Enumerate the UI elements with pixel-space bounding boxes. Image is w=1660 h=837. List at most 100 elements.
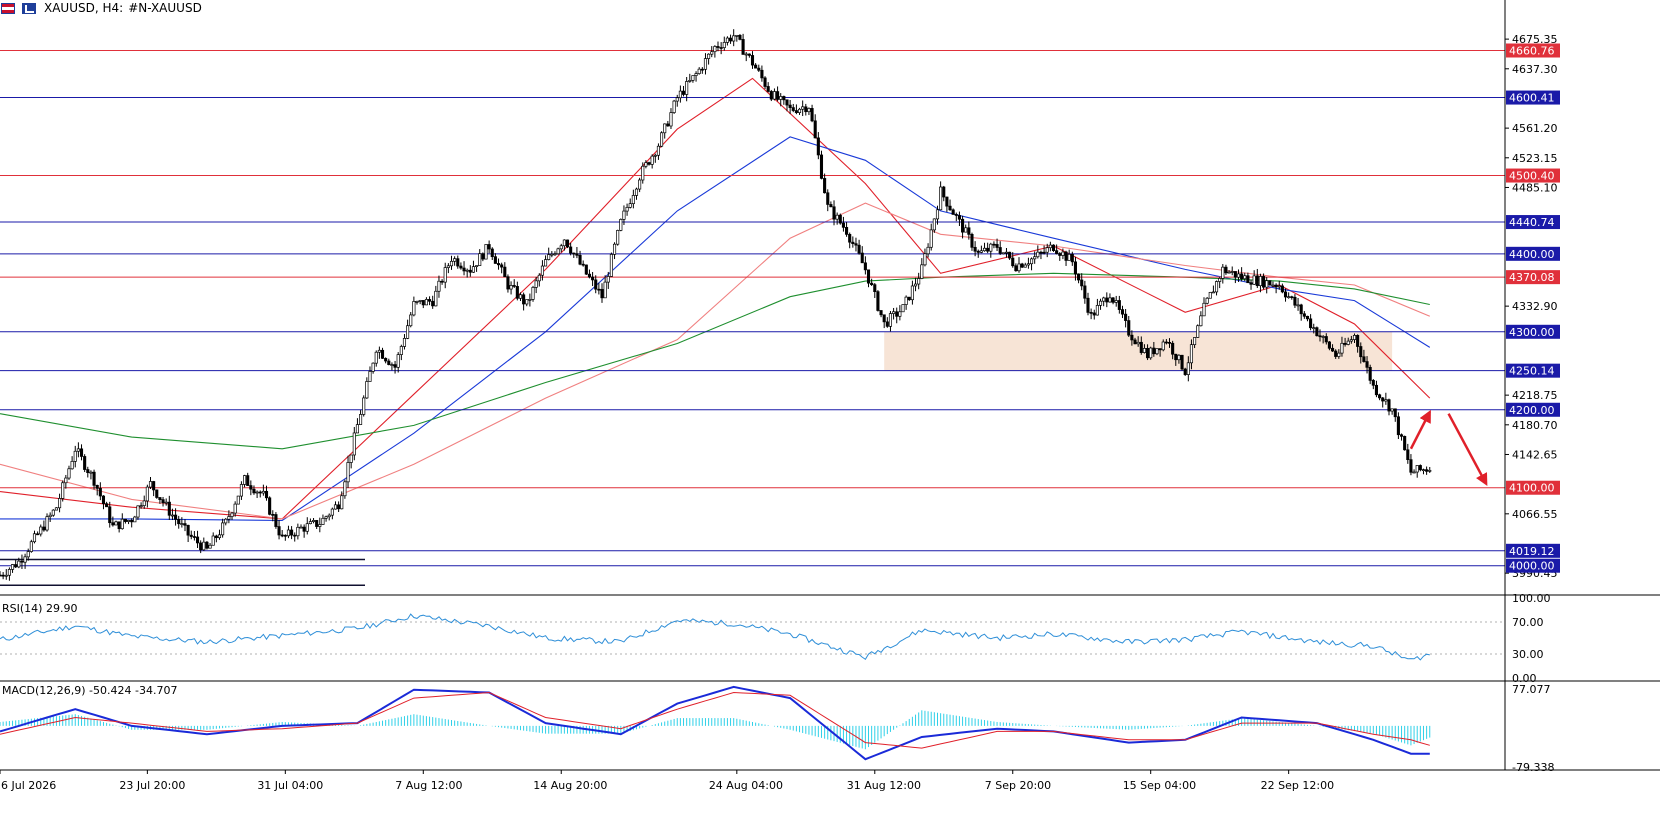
candle-body xyxy=(1274,284,1278,288)
main-pane[interactable] xyxy=(0,29,1505,586)
candle-body xyxy=(841,222,845,228)
rsi-pane[interactable]: RSI(14) 29.90 xyxy=(0,602,1505,661)
candle-body xyxy=(195,536,200,544)
candle-body xyxy=(710,51,714,55)
candle-body xyxy=(879,310,883,316)
candle-body xyxy=(832,206,836,220)
candle-body xyxy=(308,521,312,525)
candle-body xyxy=(1227,271,1231,274)
price-tick-label: 4523.15 xyxy=(1512,152,1558,165)
candle-body xyxy=(860,252,864,264)
candle-body xyxy=(1280,285,1284,293)
candle-body xyxy=(559,245,563,250)
candle-body xyxy=(148,481,153,488)
time-tick-label: 31 Aug 12:00 xyxy=(847,779,921,792)
candle-body xyxy=(1133,339,1137,345)
candle-body xyxy=(964,227,968,233)
candle-body xyxy=(311,520,316,522)
chart-icon[interactable] xyxy=(22,2,36,14)
candle-body xyxy=(327,514,331,518)
candle-body xyxy=(528,299,532,301)
candle-body xyxy=(1196,325,1200,338)
candle-body xyxy=(1086,297,1090,313)
candle-body xyxy=(1180,354,1184,370)
candle-body xyxy=(995,244,999,248)
candle-body xyxy=(961,218,965,233)
candle-body xyxy=(641,165,645,181)
candle-body xyxy=(421,300,425,306)
chart-header: XAUUSD, H4: #N-XAUUSD xyxy=(0,0,202,16)
candle-body xyxy=(1371,380,1375,386)
macd-pane[interactable]: MACD(12,26,9) -50.424 -34.707 xyxy=(0,684,1431,761)
candle-body xyxy=(1246,275,1250,284)
candle-body xyxy=(1378,394,1382,399)
candle-body xyxy=(1390,408,1394,412)
candle-body xyxy=(456,258,460,267)
candle-body xyxy=(142,500,146,506)
candle-body xyxy=(685,81,689,95)
candle-body xyxy=(271,513,275,516)
candle-body xyxy=(1048,244,1052,249)
candle-body xyxy=(979,250,983,253)
symbol-label: XAUUSD, H4: xyxy=(44,1,124,15)
candle-body xyxy=(992,243,996,246)
macd-label: MACD(12,26,9) -50.424 -34.707 xyxy=(2,684,177,697)
candle-body xyxy=(443,267,447,283)
candle-body xyxy=(1290,296,1294,299)
candle-body xyxy=(1271,284,1275,287)
candle-body xyxy=(296,526,300,537)
candle-body xyxy=(628,203,632,208)
candle-body xyxy=(1149,347,1153,359)
candle-body xyxy=(1384,399,1388,402)
candle-body xyxy=(857,244,861,254)
candle-body xyxy=(58,498,62,509)
candle-body xyxy=(45,516,49,531)
candle-body xyxy=(939,186,943,211)
candle-body xyxy=(1124,313,1128,321)
candle-body xyxy=(537,274,541,282)
candle-body xyxy=(481,253,485,260)
candle-body xyxy=(1277,285,1281,288)
candle-body xyxy=(1061,251,1065,256)
candle-body xyxy=(246,475,250,486)
candle-body xyxy=(823,178,827,194)
candle-body xyxy=(1305,315,1310,320)
candle-body xyxy=(10,564,15,570)
candle-body xyxy=(1258,276,1262,287)
candle-body xyxy=(801,106,805,110)
candle-body xyxy=(155,489,159,498)
candle-body xyxy=(79,448,84,457)
candle-body xyxy=(428,299,432,302)
candle-body xyxy=(1164,341,1168,344)
candle-body xyxy=(942,186,946,198)
candle-body xyxy=(572,252,576,255)
candle-body xyxy=(139,505,143,507)
candle-body xyxy=(170,514,174,517)
candle-body xyxy=(1409,459,1413,473)
candle-body xyxy=(669,112,673,127)
candle-body xyxy=(1381,397,1385,402)
candle-body xyxy=(898,311,902,317)
candle-body xyxy=(252,488,256,494)
candle-body xyxy=(362,397,366,415)
candle-body xyxy=(907,296,911,301)
time-tick-label: 24 Aug 04:00 xyxy=(709,779,783,792)
candle-body xyxy=(221,522,225,536)
candle-body xyxy=(725,37,729,43)
level-price-badge xyxy=(1506,43,1560,58)
candle-body xyxy=(183,523,187,526)
candle-body xyxy=(1327,341,1331,349)
candle-body xyxy=(797,108,802,113)
candle-body xyxy=(531,287,535,300)
candle-body xyxy=(1396,416,1400,436)
level-price-label: 4440.74 xyxy=(1509,216,1555,229)
candle-body xyxy=(910,285,914,301)
candle-body xyxy=(986,247,990,252)
macd-signal-line xyxy=(0,691,1430,749)
candle-body xyxy=(1171,342,1175,355)
candle-body xyxy=(675,97,679,102)
candle-body xyxy=(1139,341,1143,353)
candle-body xyxy=(340,495,344,510)
candle-body xyxy=(509,285,513,290)
